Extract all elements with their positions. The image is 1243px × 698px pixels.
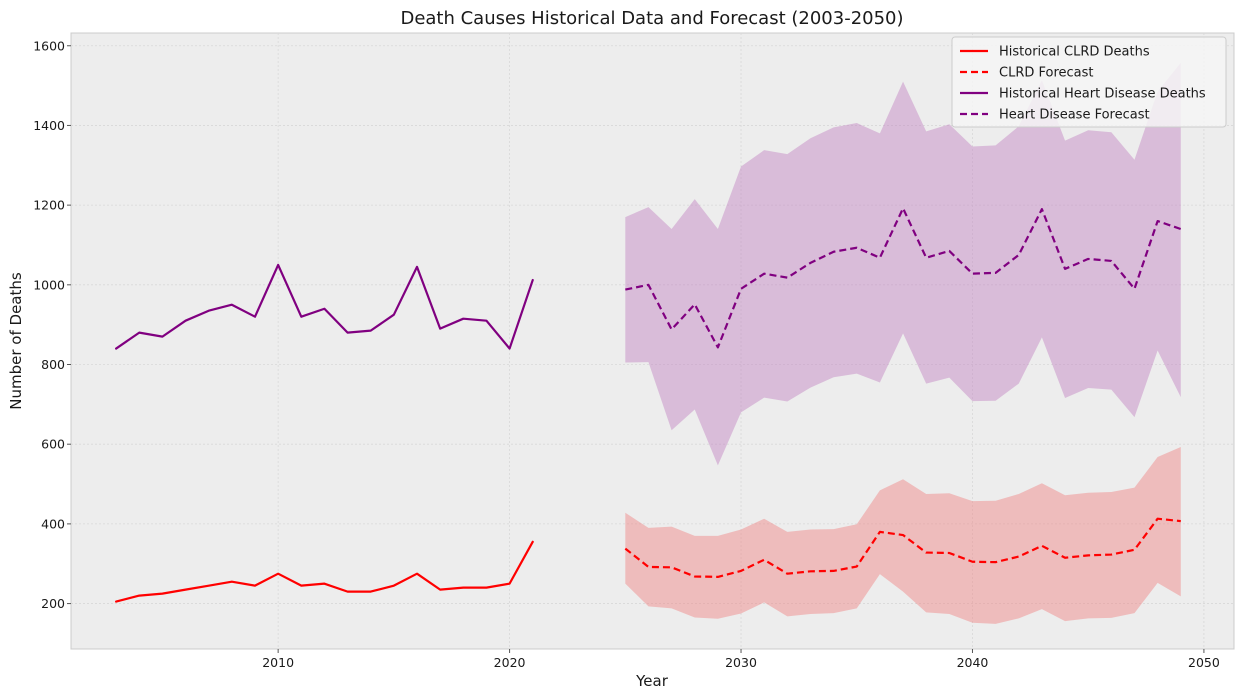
x-axis-label: Year xyxy=(635,672,669,690)
legend-label-2: Historical Heart Disease Deaths xyxy=(999,87,1206,102)
y-tick-label: 200 xyxy=(41,596,65,611)
legend-label-3: Heart Disease Forecast xyxy=(999,108,1150,123)
y-tick-label: 1600 xyxy=(33,38,65,53)
y-tick-label: 1400 xyxy=(33,118,65,133)
series-line-3 xyxy=(625,207,1182,349)
x-tick-label: 2030 xyxy=(725,655,757,670)
x-tick-label: 2050 xyxy=(1188,655,1220,670)
series-line-2 xyxy=(115,263,534,350)
legend-box xyxy=(951,36,1227,128)
legend-label-1: CLRD Forecast xyxy=(999,66,1094,81)
confidence-band-3 xyxy=(625,62,1181,466)
y-tick-label: 1000 xyxy=(33,277,65,292)
y-axis: 200 400 600 800 1000 1200 1400 1600 xyxy=(33,38,71,611)
series-line-0 xyxy=(115,540,534,603)
y-tick-label: 800 xyxy=(41,357,65,372)
y-tick-label: 1200 xyxy=(33,198,65,213)
x-axis: 2010 2020 2030 2040 2050 xyxy=(262,649,1220,670)
chart-title: Death Causes Historical Data and Forecas… xyxy=(400,8,903,29)
y-axis-label: Number of Deaths xyxy=(7,272,25,410)
legend: Historical CLRD Deaths CLRD Forecast Histo… xyxy=(951,36,1227,128)
x-tick-label: 2010 xyxy=(262,655,294,670)
y-tick-label: 400 xyxy=(41,516,65,531)
x-tick-label: 2020 xyxy=(494,655,526,670)
series-line-1 xyxy=(624,517,1181,578)
series-lines xyxy=(115,207,1182,603)
y-tick-label: 600 xyxy=(41,437,65,452)
legend-label-0: Historical CLRD Deaths xyxy=(999,45,1150,60)
x-tick-label: 2040 xyxy=(957,655,989,670)
plot-area xyxy=(70,32,1235,650)
